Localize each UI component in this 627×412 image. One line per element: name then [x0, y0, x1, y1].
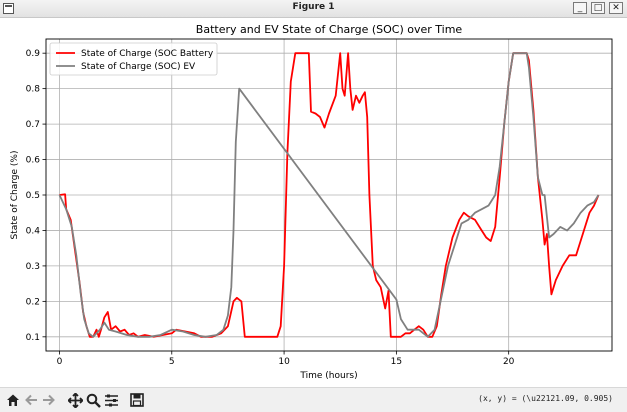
y-axis-label: State of Charge (%): [10, 151, 20, 240]
zoom-icon[interactable]: [84, 391, 102, 409]
series-line-2: [58, 52, 600, 338]
maximize-button[interactable]: □: [591, 2, 605, 14]
home-icon[interactable]: [4, 391, 22, 409]
window-titlebar[interactable]: Figure 1 _ □ ✕: [0, 0, 627, 18]
navigation-toolbar: (x, y) = (\u22121.09, 0.905): [0, 387, 627, 412]
x-tick-label: 15: [391, 357, 402, 367]
legend-box: [49, 42, 218, 76]
y-tick-label: 0.5: [26, 191, 40, 201]
y-tick-label: 0.8: [26, 85, 41, 95]
y-tick-label: 0.7: [26, 120, 40, 130]
forward-arrow-icon[interactable]: [40, 391, 58, 409]
legend-label-1: State of Charge (SOC Battery: [81, 49, 214, 59]
close-button[interactable]: ✕: [609, 2, 623, 14]
y-tick-label: 0.6: [26, 156, 41, 166]
minimize-button[interactable]: _: [573, 2, 587, 14]
pan-icon[interactable]: [66, 391, 84, 409]
x-tick-label: 0: [57, 357, 63, 367]
chart-title: Battery and EV State of Charge (SOC) ove…: [196, 23, 463, 36]
y-tick-label: 0.2: [26, 297, 40, 307]
cursor-coordinates-readout: (x, y) = (\u22121.09, 0.905): [478, 394, 613, 403]
chart-svg: 0 5 10 15 20 0.1 0.2 0.3 0.4 0.5 0.6 0.7 0.8 0.9 Batte…: [10, 23, 613, 381]
x-tick-label: 10: [278, 357, 290, 367]
legend-label-2: State of Charge (SOC) EV: [81, 62, 196, 72]
figure-canvas[interactable]: 0 5 10 15 20 0.1 0.2 0.3 0.4 0.5 0.6 0.7 0.8 0.9 Batte…: [0, 18, 627, 387]
save-icon[interactable]: [128, 391, 146, 409]
back-arrow-icon[interactable]: [22, 391, 40, 409]
x-axis-label: Time (hours): [299, 371, 357, 381]
y-tick-label: 0.1: [26, 333, 40, 343]
y-tick-label: 0.3: [26, 262, 40, 272]
y-tick-label: 0.4: [26, 226, 41, 236]
x-tick-label: 20: [503, 357, 515, 367]
figure-window-icon: [3, 3, 14, 14]
window-title: Figure 1: [292, 2, 335, 12]
x-tick-label: 5: [169, 357, 175, 367]
y-tick-label: 0.9: [26, 49, 41, 59]
configure-subplots-icon[interactable]: [102, 391, 120, 409]
